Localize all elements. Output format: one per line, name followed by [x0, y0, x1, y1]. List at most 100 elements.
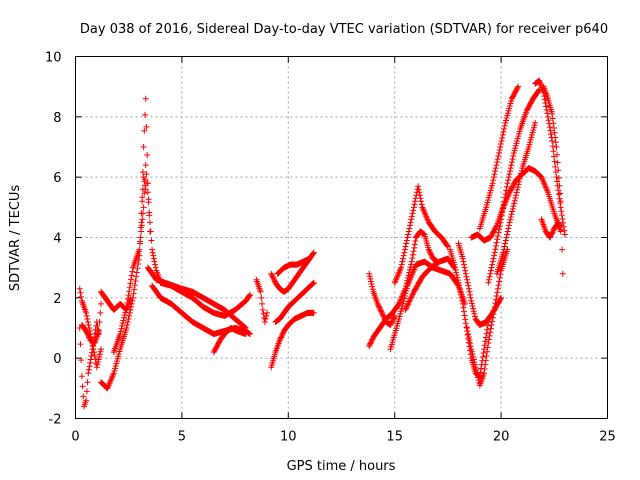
data-point	[494, 156, 501, 163]
data-point	[549, 137, 556, 144]
data-point	[484, 326, 491, 333]
data-point	[144, 152, 151, 159]
data-point	[150, 252, 157, 259]
data-point	[549, 143, 556, 150]
data-point	[98, 346, 105, 353]
data-point	[455, 279, 462, 286]
data-point	[391, 314, 398, 321]
data-point	[558, 208, 565, 215]
data-point	[123, 325, 130, 331]
data-point	[409, 255, 416, 262]
data-point	[125, 315, 132, 322]
data-point	[547, 131, 554, 138]
data-point	[409, 251, 416, 258]
data-point	[406, 298, 413, 305]
data-point	[550, 120, 557, 127]
data-point	[490, 174, 497, 181]
data-point	[127, 280, 134, 287]
data-point	[427, 250, 434, 257]
data-point	[518, 170, 525, 177]
data-point	[83, 388, 90, 395]
data-point	[77, 341, 84, 348]
data-point	[470, 353, 477, 360]
data-point	[561, 231, 568, 238]
y-tick-label: -2	[49, 413, 62, 428]
data-point	[410, 290, 417, 297]
data-point	[146, 212, 153, 219]
data-point	[86, 334, 93, 341]
y-tick-label: 6	[53, 171, 61, 186]
data-point	[120, 317, 127, 324]
series-track-11	[210, 325, 249, 356]
data-point	[508, 162, 515, 169]
data-point	[136, 240, 143, 247]
data-point	[117, 331, 124, 338]
data-point	[514, 84, 521, 91]
data-point	[380, 312, 387, 319]
data-point	[557, 198, 564, 205]
data-point	[132, 277, 139, 284]
data-point	[84, 330, 91, 337]
data-point	[489, 318, 496, 325]
data-point	[498, 216, 505, 223]
data-point	[84, 331, 91, 338]
data-point	[492, 242, 499, 249]
data-point	[375, 303, 382, 310]
data-point	[117, 328, 124, 335]
data-point	[479, 353, 486, 360]
data-point	[310, 309, 317, 316]
data-point	[367, 275, 374, 282]
data-point	[552, 139, 559, 146]
data-point	[467, 343, 474, 350]
data-point	[85, 333, 92, 340]
data-point	[501, 194, 508, 201]
data-point	[494, 159, 501, 166]
data-point	[378, 308, 385, 315]
data-point	[543, 103, 550, 110]
data-point	[469, 303, 476, 310]
data-point	[488, 264, 495, 271]
data-point	[415, 183, 422, 190]
data-point	[497, 144, 504, 150]
data-point	[377, 306, 384, 313]
data-point	[388, 320, 395, 327]
data-point	[462, 267, 469, 274]
data-point	[83, 312, 90, 319]
data-point	[451, 264, 458, 271]
data-point	[91, 352, 98, 359]
data-point	[554, 178, 561, 185]
data-point	[408, 292, 415, 299]
data-point	[119, 320, 126, 327]
data-point	[367, 340, 374, 347]
data-point	[555, 219, 562, 226]
data-point	[123, 303, 130, 310]
data-point	[556, 195, 563, 202]
data-point	[494, 285, 501, 292]
series-track-12	[253, 276, 271, 325]
data-point	[550, 148, 557, 155]
data-point	[465, 282, 472, 289]
data-point	[119, 322, 126, 329]
data-point	[367, 339, 374, 346]
data-point	[279, 331, 286, 338]
data-point	[497, 271, 504, 278]
x-tick-label: 15	[386, 430, 403, 445]
data-point	[489, 258, 496, 265]
data-point	[512, 192, 519, 199]
data-point	[487, 270, 494, 277]
data-point	[398, 264, 405, 271]
data-point	[129, 268, 136, 275]
data-point	[278, 334, 285, 341]
data-point	[122, 309, 129, 316]
data-point	[494, 236, 501, 243]
data-point	[407, 219, 414, 226]
data-point	[142, 95, 149, 102]
data-point	[405, 299, 412, 306]
data-point	[399, 300, 406, 307]
data-point	[138, 228, 145, 235]
data-point	[141, 127, 148, 134]
data-point	[487, 267, 494, 274]
data-point	[510, 203, 517, 210]
data-point	[444, 242, 451, 249]
